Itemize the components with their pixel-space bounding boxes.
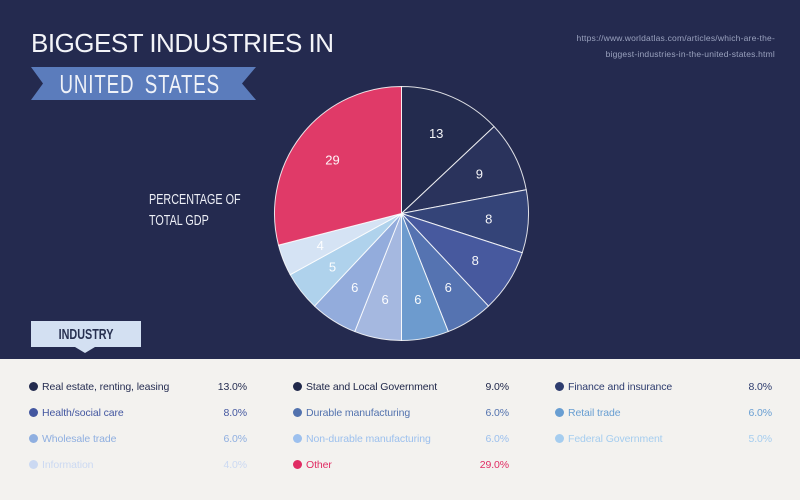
svg-text:6: 6 [414,292,421,307]
svg-text:9: 9 [476,166,483,181]
svg-text:29: 29 [325,152,339,167]
svg-text:6: 6 [351,280,358,295]
svg-text:4: 4 [317,238,324,253]
svg-text:8: 8 [485,212,492,227]
svg-text:5: 5 [329,260,336,275]
svg-text:6: 6 [445,280,452,295]
svg-text:13: 13 [429,126,443,141]
svg-text:8: 8 [472,253,479,268]
svg-text:6: 6 [381,292,388,307]
